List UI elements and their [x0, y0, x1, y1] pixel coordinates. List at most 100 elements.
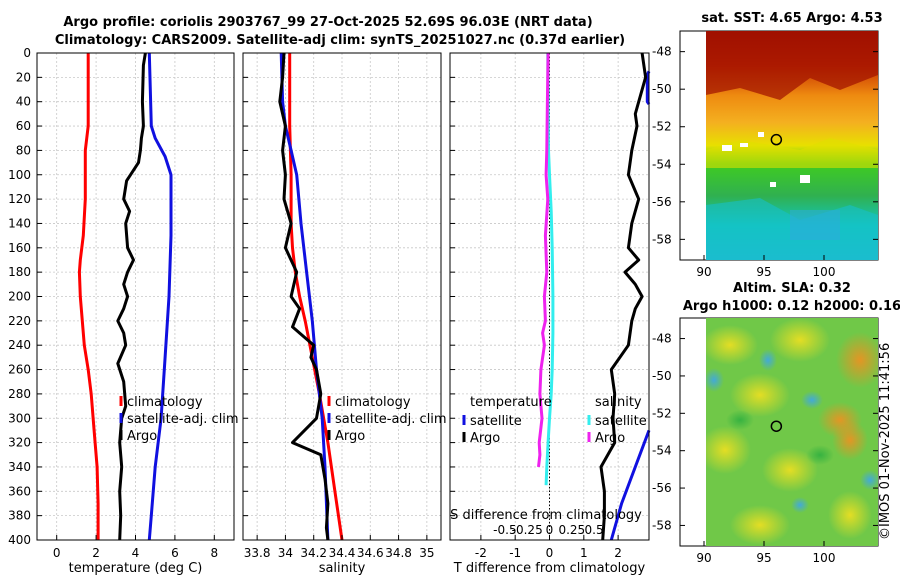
legend-title: salinity — [595, 395, 642, 410]
sst-map-axes: -48 -50 -52 -54 -56 -58 90 95 100 — [652, 45, 878, 279]
difference-panel: -2 -1 0 1 2T difference from climatology temp… — [449, 52, 651, 576]
x-tick-label: 6 — [171, 546, 179, 560]
series-temperature-satellite-lower — [609, 429, 651, 541]
series-argo — [116, 52, 147, 541]
temperature-panel: 0204060801001201401601802002202402602803… — [8, 46, 239, 576]
sst-map-title: sat. SST: 4.65 Argo: 4.53 — [701, 11, 882, 26]
x-tick-label: 34.2 — [300, 546, 327, 560]
legend-label: Argo — [127, 429, 157, 444]
top-tick-label: 0.5 — [585, 523, 604, 537]
legend-label: satellite — [595, 414, 647, 429]
x-tick-label: 4 — [132, 546, 140, 560]
y-tick-label: 40 — [16, 95, 31, 109]
top-tick-label: 0.25 — [558, 523, 585, 537]
y-tick-label: 360 — [8, 484, 31, 498]
figure-title-line2: Climatology: CARS2009. Satellite-adj cli… — [55, 33, 625, 48]
legend-label: satellite-adj. clim — [335, 412, 447, 427]
x-tick-label: 0 — [53, 546, 61, 560]
y-tick-label: 340 — [8, 460, 31, 474]
legend-title: temperature — [470, 395, 552, 410]
x-tick-label: -1 — [509, 546, 521, 560]
legend-label: Argo — [470, 431, 500, 446]
y-tick-label: 220 — [8, 314, 31, 328]
x-tick-label: 2 — [614, 546, 622, 560]
series-temperature-satellite — [645, 70, 651, 105]
y-tick-label: 20 — [16, 70, 31, 84]
sla-map-axes: -48 -50 -52 -54 -56 -58 90 95 100 — [652, 332, 878, 565]
legend-label: satellite-adj. clim — [127, 412, 239, 427]
legend-label: satellite — [470, 414, 522, 429]
y-tick-label: 180 — [8, 265, 31, 279]
series-argo — [278, 52, 330, 541]
map-x-tick-label: 90 — [696, 551, 711, 565]
x-tick-label: 0 — [546, 546, 554, 560]
legend-label: climatology — [335, 395, 411, 410]
argo-float-marker — [770, 420, 783, 432]
y-tick-label: 120 — [8, 192, 31, 206]
map-x-tick-label: 100 — [813, 265, 836, 279]
y-tick-label: 140 — [8, 216, 31, 230]
map-y-tick-label: -54 — [652, 157, 672, 171]
sst-heatmap-field — [706, 31, 878, 260]
series-salinity-satellite — [544, 52, 555, 486]
x-tick-label: -2 — [475, 546, 487, 560]
x-tick-label: 34.8 — [385, 546, 412, 560]
x-tick-label: 1 — [580, 546, 588, 560]
map-y-tick-label: -48 — [652, 332, 672, 346]
x-tick-label: 34 — [278, 546, 293, 560]
map-x-tick-label: 95 — [756, 265, 771, 279]
x-axis-label: temperature (deg C) — [69, 561, 203, 576]
y-tick-label: 320 — [8, 436, 31, 450]
y-tick-label: 400 — [8, 533, 31, 547]
x-tick-label: 34.4 — [329, 546, 356, 560]
x-axis-label: T difference from climatology — [453, 561, 646, 576]
map-y-tick-label: -50 — [652, 369, 672, 383]
sla-map-title-line1: Altim. SLA: 0.32 — [733, 281, 851, 296]
series-satellite-adj-clim — [147, 52, 173, 541]
legend-label: climatology — [127, 395, 203, 410]
salinity-panel: 33.8 34 34.2 34.4 34.6 34.8 35 salinity climatol… — [242, 52, 447, 576]
legend-label: Argo — [335, 429, 365, 444]
map-x-tick-label: 90 — [696, 265, 711, 279]
sla-map — [679, 317, 879, 547]
imos-timestamp-watermark: ©IMOS 01-Nov-2025 11:41:56 — [878, 343, 893, 540]
sst-map — [679, 30, 879, 261]
x-tick-label: 35 — [419, 546, 434, 560]
map-y-tick-label: -54 — [652, 444, 672, 458]
y-tick-label: 200 — [8, 290, 31, 304]
y-tick-label: 300 — [8, 411, 31, 425]
x-tick-label: 2 — [92, 546, 100, 560]
top-tick-label: 0 — [546, 523, 554, 537]
x-tick-label: 8 — [210, 546, 218, 560]
y-tick-label: 0 — [23, 46, 31, 60]
map-y-tick-label: -52 — [652, 120, 672, 134]
sla-heatmap-field — [706, 318, 878, 546]
map-y-tick-label: -58 — [652, 518, 672, 532]
x-axis-label: salinity — [319, 561, 366, 576]
map-y-tick-label: -56 — [652, 481, 672, 495]
top-tick-label: -0.25 — [512, 523, 543, 537]
y-tick-label: 60 — [16, 119, 31, 133]
x-tick-label: 33.8 — [244, 546, 271, 560]
x-tick-label: 34.6 — [357, 546, 384, 560]
sla-map-title-line2: Argo h1000: 0.12 h2000: 0.16 — [683, 299, 900, 314]
y-tick-label: 240 — [8, 338, 31, 352]
map-y-tick-label: -58 — [652, 232, 672, 246]
map-x-tick-label: 95 — [756, 551, 771, 565]
y-tick-label: 380 — [8, 509, 31, 523]
map-y-tick-label: -48 — [652, 45, 672, 59]
series-climatology — [288, 53, 344, 541]
y-tick-label: 260 — [8, 363, 31, 377]
map-y-tick-label: -52 — [652, 406, 672, 420]
map-y-tick-label: -50 — [652, 82, 672, 96]
legend-label: Argo — [595, 431, 625, 446]
y-tick-label: 80 — [16, 143, 31, 157]
top-axis-label: S difference from climatology — [450, 508, 642, 523]
series-climatology — [77, 53, 100, 540]
y-tick-label: 160 — [8, 241, 31, 255]
series-temperature-argo — [599, 52, 648, 541]
y-tick-label: 280 — [8, 387, 31, 401]
figure-title-line1: Argo profile: coriolis 2903767_99 27-Oct… — [63, 15, 592, 30]
map-y-tick-label: -56 — [652, 195, 672, 209]
